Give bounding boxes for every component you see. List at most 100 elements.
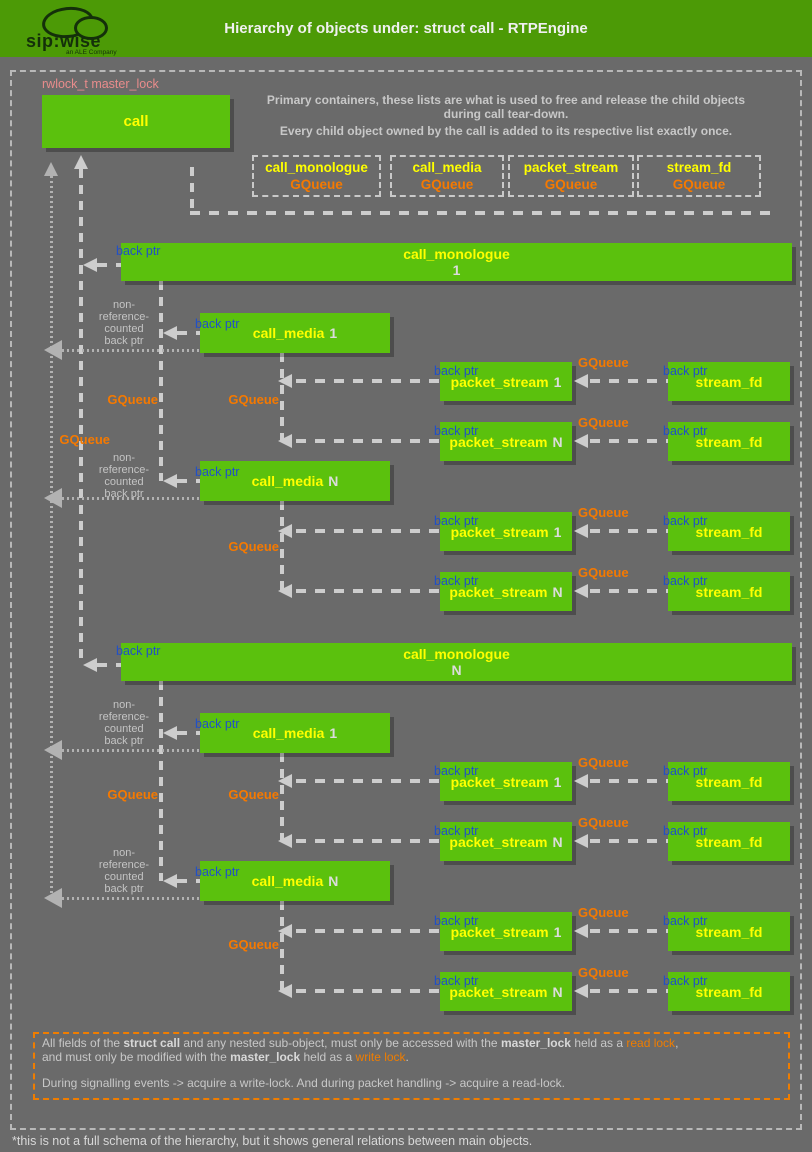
node-label: packet_stream	[449, 983, 548, 1000]
node-call-monologue-1: call_monologue 1	[121, 243, 792, 281]
arrow-left-icon	[574, 524, 588, 538]
monologue-gqueue-line	[79, 169, 83, 665]
media-gqueue-line	[159, 681, 163, 881]
legend-container: GQueue	[290, 177, 343, 192]
arrow-left-icon	[278, 524, 292, 538]
nonref-connector	[62, 497, 200, 500]
intro-line2: during call tear-down.	[443, 107, 569, 121]
node-call-media-n: call_media N	[200, 461, 390, 501]
legend-call-monologue: call_monologue GQueue	[252, 155, 381, 197]
node-index: N	[451, 662, 462, 678]
node-label: call_monologue	[403, 646, 510, 662]
back-ptr-label: back ptr	[434, 514, 479, 528]
node-packet-stream-n: packet_stream N	[440, 422, 572, 461]
node-index: N	[552, 983, 563, 1000]
arrow-left-icon	[278, 774, 292, 788]
nonref-connector	[62, 349, 200, 352]
gqueue-label: GQueue	[228, 787, 279, 802]
back-ptr-label: back ptr	[195, 465, 240, 479]
back-ptr-connector	[296, 529, 440, 533]
node-label: stream_fd	[695, 433, 763, 450]
node-stream-fd: stream_fd	[668, 822, 790, 861]
back-ptr-connector	[296, 989, 440, 993]
node-label: packet_stream	[450, 923, 549, 940]
arrow-left-icon	[574, 374, 588, 388]
back-ptr-label: back ptr	[663, 764, 708, 778]
back-ptr-connector	[296, 379, 440, 383]
node-stream-fd: stream_fd	[668, 362, 790, 401]
node-index: 1	[329, 325, 338, 341]
node-label: call	[123, 113, 149, 130]
back-ptr-label: back ptr	[663, 914, 708, 928]
nonref-connector	[62, 897, 200, 900]
back-ptr-connector	[296, 589, 440, 593]
nonref-annotation: non-reference- counted back ptr	[98, 299, 150, 347]
intro-line1: Primary containers, these lists are what…	[266, 93, 746, 107]
arrow-left-icon	[163, 874, 177, 888]
gqueue-label: GQueue	[228, 392, 279, 407]
stream-gqueue-line	[280, 501, 284, 591]
back-ptr-label: back ptr	[116, 644, 161, 658]
footer-line3: During signalling events -> acquire a wr…	[42, 1076, 565, 1090]
node-label: stream_fd	[695, 773, 763, 790]
arrow-left-icon	[574, 984, 588, 998]
arrow-left-icon	[574, 434, 588, 448]
back-ptr-connector	[97, 263, 121, 267]
stream-gqueue-line	[280, 753, 284, 841]
arrow-up-icon	[44, 162, 58, 176]
arrow-left-icon	[163, 326, 177, 340]
page-title: Hierarchy of objects under: struct call …	[224, 20, 588, 37]
legend-stream-fd: stream_fd GQueue	[637, 155, 761, 197]
node-index: 1	[553, 773, 562, 790]
node-label: packet_stream	[450, 773, 549, 790]
footer-line1: All fields of the struct call and any ne…	[42, 1036, 679, 1050]
gqueue-connector	[590, 839, 668, 843]
gqueue-label: GQueue	[578, 755, 629, 770]
node-packet-stream-n: packet_stream N	[440, 972, 572, 1011]
arrow-left-icon	[278, 834, 292, 848]
node-label: packet_stream	[450, 373, 549, 390]
back-ptr-label: back ptr	[434, 974, 479, 988]
node-index: 1	[553, 923, 562, 940]
node-label: call_media	[251, 873, 324, 889]
node-packet-stream-n: packet_stream N	[440, 572, 572, 611]
node-label: call_monologue	[403, 246, 510, 262]
sipwise-logo: sip:wise an ALE Company	[26, 4, 146, 56]
node-index: 1	[553, 523, 562, 540]
nonref-annotation: non-reference- counted back ptr	[98, 847, 150, 895]
node-label: call_media	[252, 725, 325, 741]
back-ptr-label: back ptr	[663, 514, 708, 528]
node-index: N	[328, 873, 339, 889]
node-stream-fd: stream_fd	[668, 972, 790, 1011]
arrow-left-icon	[44, 340, 62, 360]
node-label: stream_fd	[695, 373, 763, 390]
back-ptr-label: back ptr	[434, 424, 479, 438]
arrow-left-icon	[574, 584, 588, 598]
node-label: stream_fd	[695, 833, 763, 850]
gqueue-label: GQueue	[578, 565, 629, 580]
speech-bubble-icon	[74, 16, 108, 40]
logo-text: sip:wise	[26, 31, 102, 51]
gqueue-label: GQueue	[578, 355, 629, 370]
legend-container: GQueue	[544, 177, 598, 192]
arrow-left-icon	[44, 888, 62, 908]
arrow-left-icon	[278, 374, 292, 388]
node-stream-fd: stream_fd	[668, 912, 790, 951]
back-ptr-label: back ptr	[434, 914, 479, 928]
node-label: call_media	[251, 473, 324, 489]
node-stream-fd: stream_fd	[668, 572, 790, 611]
nonref-annotation: non-reference- counted back ptr	[98, 452, 150, 500]
master-lock-label: rwlock_t master_lock	[42, 77, 159, 91]
gqueue-label: GQueue	[228, 539, 279, 554]
node-packet-stream-1: packet_stream 1	[440, 512, 572, 551]
gqueue-label: GQueue	[59, 432, 110, 447]
node-label: stream_fd	[695, 983, 763, 1000]
back-ptr-label: back ptr	[663, 824, 708, 838]
node-stream-fd: stream_fd	[668, 762, 790, 801]
gqueue-label: GQueue	[578, 505, 629, 520]
node-call-media-n: call_media N	[200, 861, 390, 901]
legend-call-media: call_media GQueue	[390, 155, 504, 197]
node-packet-stream-1: packet_stream 1	[440, 912, 572, 951]
legend-name: stream_fd	[666, 160, 732, 175]
arrow-left-icon	[83, 658, 97, 672]
